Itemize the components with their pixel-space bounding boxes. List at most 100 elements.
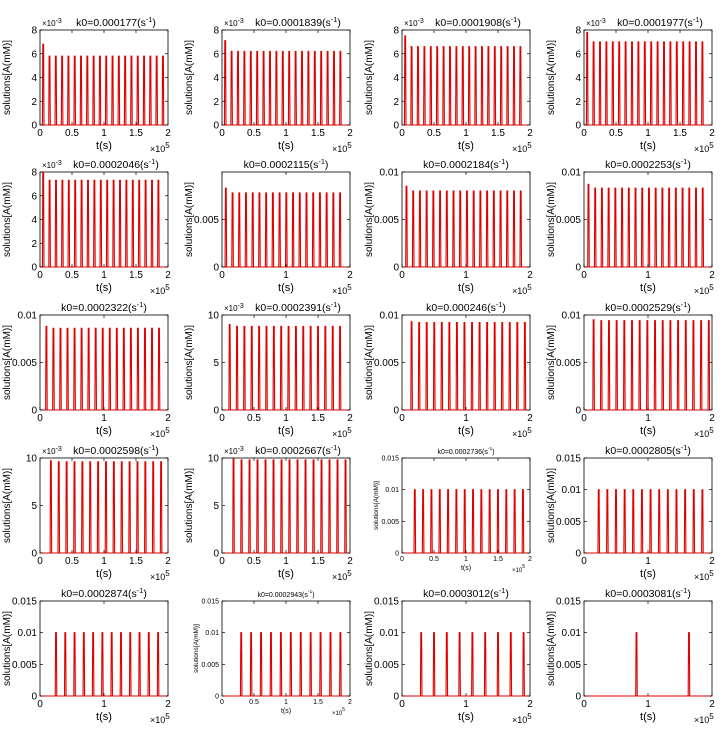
- title-unit-power: -1: [681, 443, 688, 452]
- y-tick-label: 0.005: [374, 660, 399, 671]
- y-tick-label: 0: [575, 263, 581, 274]
- y-tick-label: 5: [213, 501, 219, 512]
- title-unit-power: -1: [331, 15, 338, 24]
- y-tick-label: 0.015: [556, 597, 581, 608]
- title-unit-prefix: (s: [322, 17, 331, 29]
- x-tick-label: 1: [283, 413, 289, 424]
- y-tick-label: 4: [575, 73, 581, 84]
- x-tick-label: 2: [527, 128, 533, 139]
- y-axis-label: solutions[A(mM)]: [193, 624, 200, 673]
- chart-title: k0=0.0002529(s-1): [605, 300, 691, 314]
- x-scale-power: 5: [165, 569, 170, 578]
- x-axis-label: t(s): [278, 568, 294, 580]
- y-scale-base: ×10: [42, 447, 56, 456]
- x-scale-factor: ×105: [694, 426, 714, 439]
- title-unit-prefix: (s: [672, 302, 681, 314]
- title-unit-suffix: ): [517, 17, 521, 29]
- x-scale-factor: ×105: [332, 426, 352, 439]
- title-unit-suffix: ): [155, 445, 159, 457]
- y-tick-label: 0.005: [12, 660, 37, 671]
- y-scale-power: -3: [56, 18, 62, 25]
- x-scale-power: 5: [165, 426, 170, 435]
- x-tick-label: 0: [581, 270, 587, 281]
- x-axis-label: t(s): [640, 711, 656, 723]
- y-tick-label: 0.005: [201, 662, 219, 669]
- x-scale-power: 5: [527, 426, 532, 435]
- y-tick-label: 0.015: [12, 597, 37, 608]
- title-unit-prefix: (s: [487, 302, 496, 314]
- title-unit-power: -1: [681, 586, 688, 595]
- chart-title-text: k0=0.0003081: [605, 588, 672, 600]
- series-line: [402, 489, 530, 554]
- title-unit-power: -1: [693, 15, 700, 24]
- title-unit-prefix: (s: [322, 302, 331, 314]
- x-tick-label: 2: [165, 270, 171, 281]
- x-tick-label: 1: [464, 556, 468, 563]
- x-scale-factor: ×105: [694, 712, 714, 725]
- y-tick-label: 0: [213, 549, 219, 560]
- x-tick-label: 1: [283, 128, 289, 139]
- title-unit-suffix: ): [687, 302, 691, 314]
- chart-title: k0=0.0001839(s-1): [255, 15, 341, 29]
- plot-frame: [39, 171, 169, 268]
- title-unit-suffix: ): [337, 302, 341, 314]
- title-unit-power: -1: [308, 589, 313, 595]
- chart-title-text: k0=0.0002943: [257, 592, 302, 599]
- x-axis-label: t(s): [96, 140, 112, 152]
- plot-frame: [401, 457, 531, 554]
- x-tick-label: 1: [283, 556, 289, 567]
- y-tick-label: 0: [393, 121, 399, 132]
- title-unit-prefix: (s: [128, 588, 137, 600]
- x-tick-label: 1.5: [311, 128, 325, 139]
- series-line: [222, 632, 350, 697]
- x-tick-label: 2: [527, 413, 533, 424]
- chart-title: k0=0.0002598(s-1): [73, 443, 159, 457]
- x-scale-factor: ×105: [512, 712, 532, 725]
- x-tick-label: 2: [165, 699, 171, 710]
- chart-title: k0=0.0002736(s-1): [437, 446, 494, 456]
- x-scale-power: 5: [527, 712, 532, 721]
- series-line: [40, 171, 168, 268]
- x-tick-label: 0: [219, 413, 225, 424]
- y-scale-factor: ×10-3: [224, 446, 244, 456]
- y-scale-factor: ×10-3: [42, 446, 62, 456]
- y-tick-label: 2: [393, 97, 399, 108]
- x-axis-label: t(s): [458, 140, 474, 152]
- x-tick-label: 1: [101, 270, 107, 281]
- chart-title: k0=0.0001977(s-1): [617, 15, 703, 29]
- x-scale-base: ×10: [332, 144, 347, 154]
- chart-panel-19: 0 1 2 0 0.005 0.01 0.015 t(s) ×105 solutions[A(mM…: [364, 586, 533, 725]
- y-tick-label: 0: [575, 121, 581, 132]
- title-unit-power: -1: [318, 157, 325, 166]
- y-tick-label: 6: [575, 49, 581, 60]
- series-line: [40, 43, 168, 126]
- y-axis-label: solutions[A(mM)]: [546, 468, 557, 543]
- x-tick-label: 2: [527, 270, 533, 281]
- series-line: [402, 632, 530, 697]
- chart-panel-11: 0 1 2 0 0.005 0.01 t(s) ×105 solutions[A(mM)] k0=…: [364, 300, 533, 439]
- x-axis-label: t(s): [96, 568, 112, 580]
- y-axis-label: solutions[A(mM)]: [546, 611, 557, 686]
- chart-title-text: k0=0.0001839: [255, 17, 322, 29]
- x-tick-label: 2: [528, 556, 532, 563]
- y-tick-label: 5: [213, 358, 219, 369]
- x-tick-label: 0.5: [427, 128, 441, 139]
- x-tick-label: 1.5: [673, 128, 687, 139]
- chart-title: k0=0.0002805(s-1): [605, 443, 691, 457]
- x-tick-label: 2: [165, 556, 171, 567]
- x-axis-label: t(s): [461, 565, 471, 572]
- y-scale-power: -3: [600, 18, 606, 25]
- y-tick-label: 6: [31, 49, 37, 60]
- y-axis-label: solutions[A(mM)]: [184, 468, 195, 543]
- title-unit-suffix: ): [155, 159, 159, 171]
- x-tick-label: 1.5: [311, 413, 325, 424]
- x-tick-label: 1: [101, 699, 107, 710]
- x-tick-label: 0: [399, 128, 405, 139]
- y-tick-label: 0: [31, 406, 37, 417]
- y-tick-label: 0: [31, 692, 37, 703]
- y-axis-label: solutions[A(mM)]: [184, 325, 195, 400]
- y-scale-factor: ×10-3: [42, 160, 62, 170]
- y-tick-label: 0.005: [556, 358, 581, 369]
- x-scale-base: ×10: [512, 715, 527, 725]
